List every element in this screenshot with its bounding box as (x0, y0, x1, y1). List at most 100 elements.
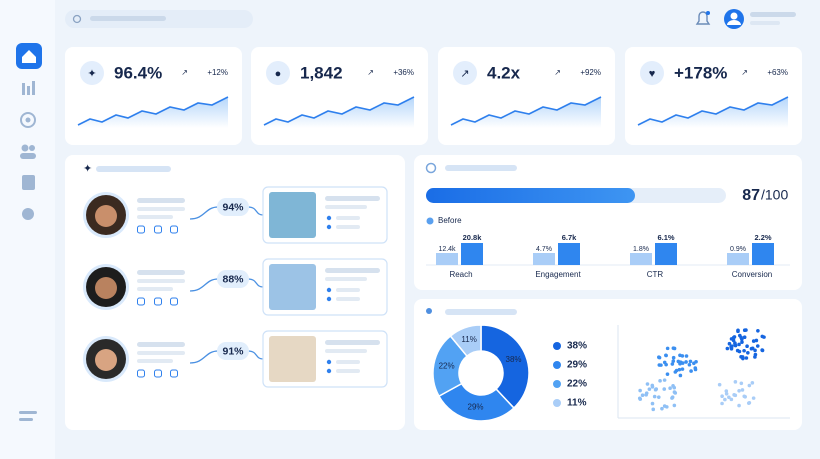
scatter-dot (739, 381, 744, 386)
scatter-dot (671, 355, 676, 360)
scatter-dot (746, 350, 750, 355)
bar-before (533, 253, 555, 265)
scatter-dot (657, 355, 661, 360)
bar-label: 6.1% (657, 233, 674, 242)
scatter-dot (684, 360, 688, 364)
product-meta (336, 225, 360, 229)
bar-after (461, 243, 483, 265)
legend-label: 11% (567, 398, 587, 409)
social-icon[interactable] (137, 369, 145, 378)
scatter-dot (645, 382, 650, 386)
scatter-dot (750, 381, 755, 385)
social-icon[interactable] (137, 225, 145, 234)
sparkline (637, 96, 789, 126)
avatar-face (95, 349, 117, 371)
scatter-dot (738, 333, 742, 338)
product-meta (336, 288, 360, 292)
bar-after (558, 243, 580, 265)
legend-label: 29% (567, 360, 587, 371)
scatter-dot (654, 387, 659, 391)
scatter-dot (665, 405, 669, 409)
scatter-dot (676, 359, 681, 364)
scatter-dot (731, 338, 736, 343)
scatter-dot (670, 395, 675, 399)
kpi-value: +178% (674, 63, 727, 82)
scatter-dot (756, 328, 760, 333)
handle-line (137, 279, 185, 283)
scatter-dot (656, 395, 661, 399)
connector (189, 206, 264, 220)
sparkline (450, 96, 602, 126)
scatter-dot (665, 346, 670, 351)
sparkline-area (451, 97, 601, 128)
name-line (137, 198, 185, 203)
legend-dot (553, 399, 561, 407)
product-line (325, 277, 367, 281)
scatter-dot (742, 335, 747, 339)
scatter-dot (760, 348, 765, 353)
scatter-dot (742, 328, 747, 332)
slice-label: 38% (506, 355, 522, 364)
social-icon[interactable] (170, 225, 178, 234)
scatter-dot (753, 352, 758, 357)
panel-icon (425, 162, 437, 174)
stat-line (137, 287, 173, 291)
bar-before (436, 253, 458, 265)
scatter-dot (740, 340, 744, 344)
scatter-dot (727, 341, 732, 346)
notification-dot (706, 11, 710, 15)
score-value: 87 (742, 187, 760, 204)
scatter-dot (720, 401, 724, 406)
scatter-dot (688, 359, 693, 364)
progress-fill (426, 188, 635, 203)
match-score: 94% (222, 201, 244, 213)
legend-label: 38% (567, 341, 587, 352)
sparkline-area (264, 97, 414, 128)
donut-slice (449, 324, 482, 358)
scatter-dot (687, 362, 692, 367)
product-icon (326, 359, 332, 365)
scatter-dot (737, 403, 741, 408)
scatter-dot (727, 395, 731, 400)
avatar-face (95, 205, 117, 227)
match-score: 91% (222, 345, 244, 357)
user-name (750, 12, 796, 17)
panel-title (445, 165, 517, 171)
scatter-dot (725, 346, 730, 351)
social-icon[interactable] (170, 369, 178, 378)
scatter-dot (637, 396, 642, 401)
product-meta (336, 216, 360, 220)
scatter-dot (659, 363, 663, 367)
handle-line (137, 351, 185, 355)
social-icon[interactable] (170, 297, 178, 306)
scatter-dot (737, 342, 741, 347)
bar-before (630, 253, 652, 265)
product-icon (326, 368, 332, 374)
legend-dot (553, 361, 561, 369)
bell-icon[interactable] (695, 11, 711, 25)
scatter-dot (749, 346, 754, 351)
bar-label: 0.9% (730, 246, 746, 253)
product-icon (326, 287, 332, 293)
score-max: /100 (761, 187, 788, 203)
scatter-dot (751, 396, 756, 400)
social-icon[interactable] (154, 369, 162, 378)
stat-line (137, 359, 173, 363)
kpi-icon: ↗ (460, 68, 469, 80)
social-icon[interactable] (154, 297, 162, 306)
donut-slice (480, 324, 530, 410)
panel-icon (426, 308, 432, 314)
kpi-change: +12% (207, 68, 228, 77)
nav-icons[interactable] (19, 81, 37, 421)
scatter-dot (672, 390, 677, 394)
product-line (325, 205, 367, 209)
scatter-dot (693, 366, 698, 370)
name-line (137, 270, 185, 275)
scatter-dot (741, 356, 745, 361)
scatter-dot (647, 387, 652, 391)
scatter-dot (678, 353, 682, 358)
social-icon[interactable] (154, 225, 162, 234)
social-icon[interactable] (137, 297, 145, 306)
product-title (325, 196, 380, 201)
